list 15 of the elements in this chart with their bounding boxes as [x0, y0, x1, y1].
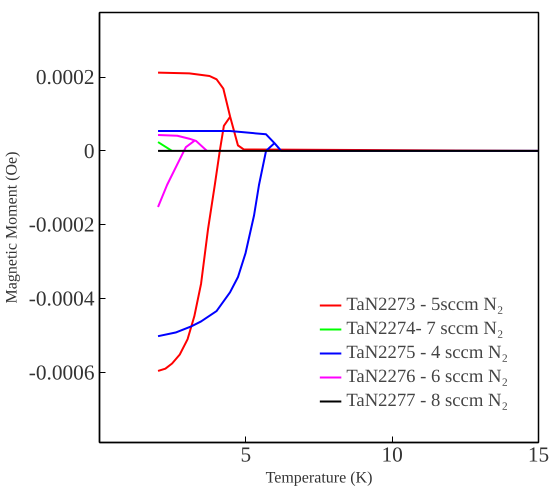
x-tick-label: 15: [528, 442, 550, 466]
y-tick-label: 0.0002: [36, 65, 95, 90]
y-tick-label: -0.0004: [28, 286, 95, 311]
y-tick-label: -0.0006: [28, 360, 95, 384]
x-tick-label: 10: [382, 442, 403, 466]
y-tick-label: -0.0002: [28, 212, 95, 237]
legend-label: TaN2273 - 5sccm N₂: [346, 294, 504, 316]
x-tick-label: 5: [240, 442, 252, 466]
y-tick-label: 0: [84, 138, 95, 163]
legend-label: TaN2275 - 4 sccm N₂: [346, 342, 508, 364]
y-axis-title: Magnetic Moment (Oe): [4, 152, 21, 304]
legend-label: TaN2277 - 8 sccm N₂: [346, 390, 508, 412]
legend-label: TaN2276 - 6 sccm N₂: [346, 366, 508, 388]
legend-label: TaN2274- 7 sccm N₂: [346, 318, 504, 340]
x-axis-title: Temperature (K): [266, 470, 372, 486]
